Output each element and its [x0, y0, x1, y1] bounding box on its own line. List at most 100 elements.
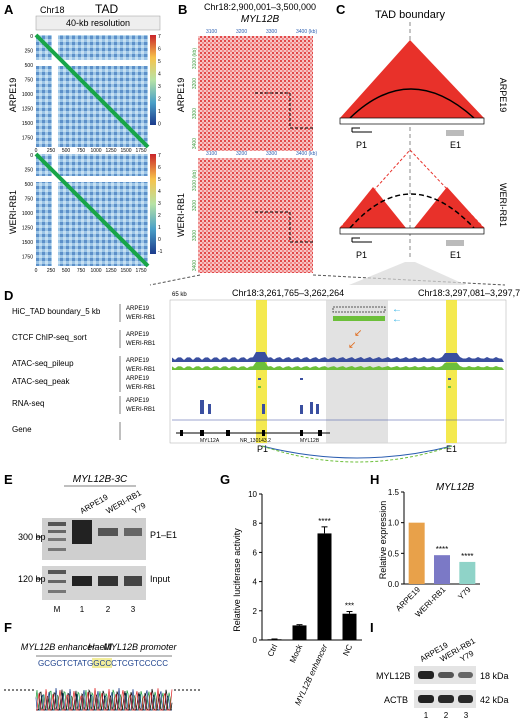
b-xtick: 3300 [266, 151, 277, 157]
d-sample-label: WERI-RB1 [126, 315, 156, 321]
d-track-label: HiC_TAD boundary_5 kb [12, 307, 101, 316]
cbar-tick: -1 [158, 249, 163, 255]
h-sig: **** [436, 545, 448, 554]
g-ytick: 8 [253, 519, 258, 528]
d-grey-region [326, 300, 388, 443]
cbar-tick: 5 [158, 177, 161, 183]
b-tad-box-top [255, 92, 313, 129]
b-ytick: 3100 (kb) [192, 170, 198, 191]
arrow-orange-1: ↙ [354, 328, 362, 339]
loop-arpe19 [261, 445, 453, 459]
d-sample-label: WERI-RB1 [126, 407, 156, 413]
resolution-label: 40-kb resolution [66, 18, 130, 28]
atac-pileup-arpe19 [172, 352, 504, 362]
cbar-tick: 5 [158, 59, 161, 65]
c-p1-bot: P1 [356, 250, 367, 260]
panel-h-label: H [370, 472, 379, 487]
cbar-tick: 0 [158, 237, 161, 243]
g-ylabel: Relative luciferase activity [232, 528, 242, 632]
c-e1-top: E1 [450, 140, 461, 150]
i-lane-num: 1 [424, 711, 429, 720]
d-yellow-p1 [256, 300, 267, 443]
g-ytick: 0 [253, 636, 258, 645]
b-xtick: 3200 [236, 151, 247, 157]
cbar-tick: 7 [158, 34, 161, 40]
panel-f-label: F [4, 620, 12, 635]
gene-track [176, 430, 330, 436]
arpe19-b-label: ARPE19 [176, 78, 186, 113]
c-p1-top: P1 [356, 140, 367, 150]
a-ytick: 750 [25, 78, 34, 84]
cbar-tick: 2 [158, 97, 161, 103]
cbar-tick: 2 [158, 213, 161, 219]
heatmap-arpe19 [34, 33, 150, 149]
arrow-cyan-2: ← [392, 314, 402, 325]
panel-d-label: D [4, 288, 13, 303]
b-xtick: 3400 (kb) [296, 29, 317, 35]
i-size-18: 18 kDa [480, 671, 509, 681]
a-xtick: 0 [35, 148, 38, 154]
e-lane-label: Y79 [131, 501, 148, 516]
g-xtick: Mock [288, 642, 305, 664]
e-lane-label: ARPE19 [79, 492, 111, 515]
tad-boundary-weri [333, 316, 385, 321]
bp300: 300 bp [18, 532, 46, 542]
a-xtick: 1500 [120, 268, 131, 274]
cbar-tick: 4 [158, 72, 161, 78]
a-xtick: 1250 [105, 268, 116, 274]
h-ytick: 0.5 [388, 549, 400, 558]
d-sample-label: ARPE19 [126, 398, 150, 404]
d-track-label: ATAC-seq_pileup [12, 359, 74, 368]
g-ytick: 2 [253, 607, 258, 616]
e-lane-num: 3 [131, 605, 136, 614]
a-xtick: 250 [47, 148, 56, 154]
f-sequence: GCGCTCTATGGCCCTCGTCCCCC [38, 659, 168, 668]
a-xtick: 1750 [135, 148, 146, 154]
b-ytick: 3100 (kb) [192, 48, 198, 69]
panel-i-label: I [370, 620, 374, 635]
atac-pileup-weri [172, 362, 504, 370]
d-track-label: ATAC-seq_peak [12, 377, 71, 386]
i-size-42: 42 kDa [480, 695, 509, 705]
b-ytick: 3300 [192, 108, 198, 119]
c-arpe19-label: ARPE19 [498, 78, 508, 113]
p1e1-label: P1–E1 [150, 530, 177, 540]
b-region: Chr18:2,900,001–3,500,000 [204, 2, 316, 12]
a-ytick: 1000 [22, 211, 33, 217]
d-sample-label: ARPE19 [126, 376, 150, 382]
e-lane-num: 2 [106, 605, 111, 614]
a-xtick: 250 [47, 268, 56, 274]
g-bar [317, 533, 332, 640]
hic-b-weri [198, 158, 313, 273]
zoom-line-left [149, 274, 201, 286]
b-ytick: 3400 [192, 138, 198, 149]
a-ytick: 250 [25, 168, 34, 174]
b-xtick: 3300 [266, 29, 277, 35]
a-ytick: 1500 [22, 240, 33, 246]
panel-c-label: C [336, 2, 346, 17]
a-ytick: 0 [30, 34, 33, 40]
c-tad-weri [339, 149, 485, 246]
a-xtick: 500 [62, 148, 71, 154]
a-ytick: 1750 [22, 136, 33, 142]
a-xtick: 1750 [135, 268, 146, 274]
d-sample-label: WERI-RB1 [126, 385, 156, 391]
d-p1: P1 [257, 444, 268, 454]
b-gene: MYL12B [241, 14, 280, 25]
g-xtick: Ctrl [266, 643, 280, 658]
cbar-tick: 7 [158, 153, 161, 159]
h-ytick: 1.0 [388, 519, 400, 528]
i-row-myl12b: MYL12B [376, 671, 411, 681]
b-xtick: 3400 (kb) [296, 151, 317, 157]
a-ytick: 1000 [22, 92, 33, 98]
h-title: MYL12B [436, 482, 475, 493]
c-weri-label: WERI-RB1 [498, 183, 508, 227]
h-ytick: 1.5 [388, 488, 400, 497]
b-tad-box-bottom [255, 211, 313, 243]
d-sample-label: ARPE19 [126, 332, 150, 338]
d-track-label: RNA-seq [12, 399, 44, 408]
gel-bands [48, 520, 142, 593]
colorbar-bottom [150, 154, 156, 254]
f-promoter: MYL12B promoter [103, 642, 177, 652]
resolution-box [35, 15, 161, 31]
